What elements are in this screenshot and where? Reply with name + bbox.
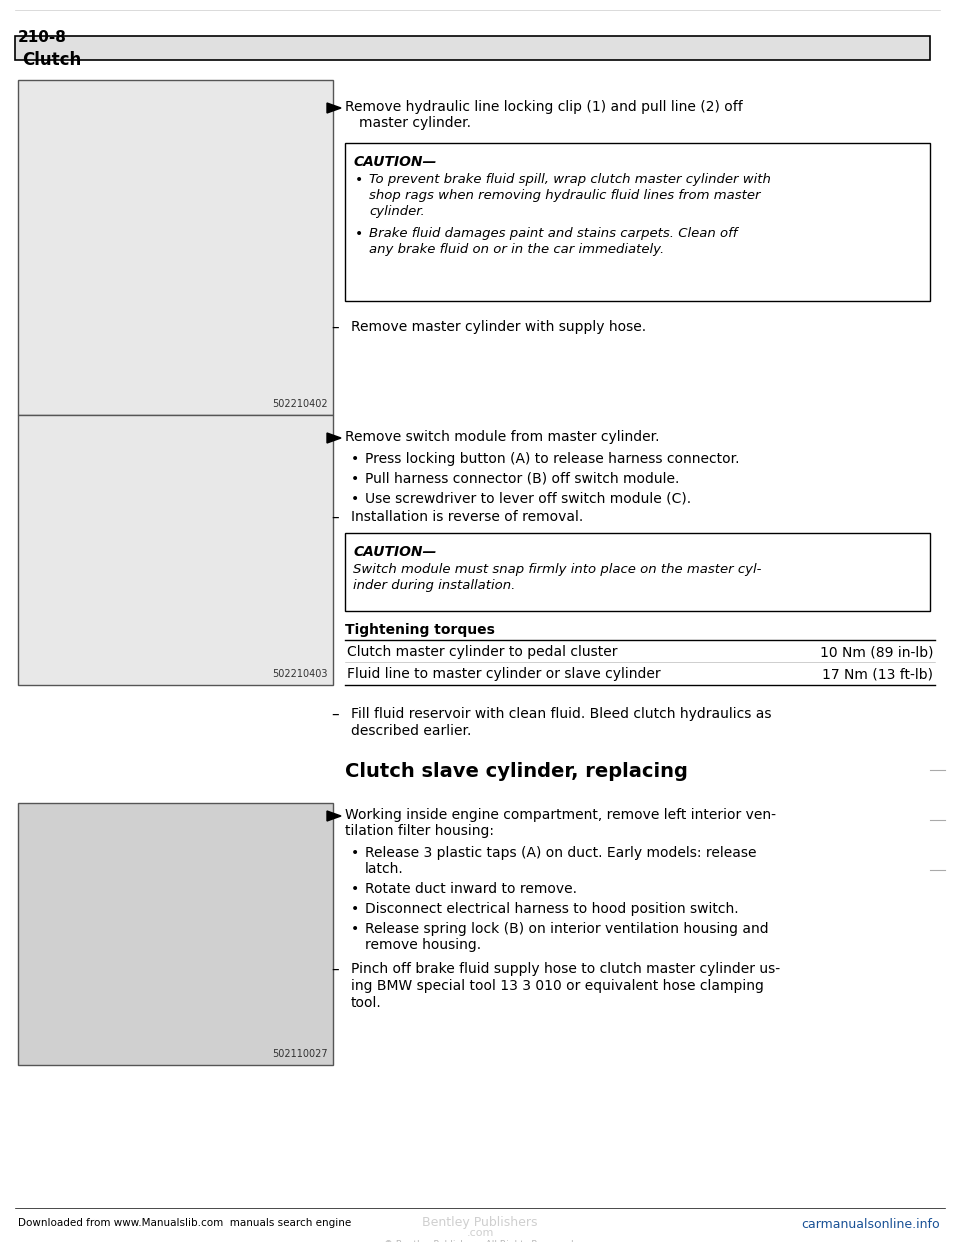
Text: •: •	[351, 922, 359, 936]
Text: •: •	[355, 173, 363, 188]
Bar	[18, 804, 333, 1064]
Text: •: •	[355, 227, 363, 241]
Text: tool.: tool.	[351, 996, 382, 1010]
Bar	[18, 79, 333, 415]
Text: Release spring lock (B) on interior ventilation housing and: Release spring lock (B) on interior vent…	[365, 922, 769, 936]
Polygon shape	[327, 811, 341, 821]
Text: CAUTION—: CAUTION—	[353, 155, 437, 169]
Text: Remove master cylinder with supply hose.: Remove master cylinder with supply hose.	[351, 320, 646, 334]
Text: 10 Nm (89 in-lb): 10 Nm (89 in-lb)	[820, 645, 933, 660]
Text: •: •	[351, 882, 359, 895]
Text: 502210403: 502210403	[273, 669, 328, 679]
Text: Remove hydraulic line locking clip (1) and pull line (2) off: Remove hydraulic line locking clip (1) a…	[345, 101, 743, 114]
Text: Use screwdriver to lever off switch module (C).: Use screwdriver to lever off switch modu…	[365, 492, 691, 505]
Text: master cylinder.: master cylinder.	[359, 116, 471, 130]
Polygon shape	[327, 433, 341, 443]
Text: latch.: latch.	[365, 862, 404, 876]
Text: Working inside engine compartment, remove left interior ven-: Working inside engine compartment, remov…	[345, 809, 776, 822]
Text: CAUTION—: CAUTION—	[353, 545, 437, 559]
Text: Tightening torques: Tightening torques	[345, 623, 494, 637]
Text: Disconnect electrical harness to hood position switch.: Disconnect electrical harness to hood po…	[365, 902, 738, 917]
Bar	[18, 415, 333, 686]
Text: –: –	[331, 320, 339, 335]
Text: Pinch off brake fluid supply hose to clutch master cylinder us-: Pinch off brake fluid supply hose to clu…	[351, 963, 780, 976]
Text: described earlier.: described earlier.	[351, 724, 471, 738]
Text: Clutch slave cylinder, replacing: Clutch slave cylinder, replacing	[345, 763, 688, 781]
Text: cylinder.: cylinder.	[369, 205, 424, 219]
Text: Remove switch module from master cylinder.: Remove switch module from master cylinde…	[345, 430, 660, 443]
Text: •: •	[351, 492, 359, 505]
Text: –: –	[331, 963, 339, 977]
Text: Switch module must snap firmly into place on the master cyl-: Switch module must snap firmly into plac…	[353, 563, 761, 576]
Text: To prevent brake fluid spill, wrap clutch master cylinder with: To prevent brake fluid spill, wrap clutc…	[369, 173, 771, 186]
Text: –: –	[331, 510, 339, 525]
Text: © Bentley Publishers. All Rights Reserved.: © Bentley Publishers. All Rights Reserve…	[384, 1240, 576, 1242]
Text: 210-8: 210-8	[18, 30, 67, 45]
Text: 17 Nm (13 ft-lb): 17 Nm (13 ft-lb)	[822, 667, 933, 681]
Text: tilation filter housing:: tilation filter housing:	[345, 823, 494, 838]
Polygon shape	[327, 103, 341, 113]
Text: Brake fluid damages paint and stains carpets. Clean off: Brake fluid damages paint and stains car…	[369, 227, 737, 240]
Text: –: –	[331, 707, 339, 722]
Text: Pull harness connector (B) off switch module.: Pull harness connector (B) off switch mo…	[365, 472, 680, 486]
Text: carmanualsonline.info: carmanualsonline.info	[802, 1218, 940, 1231]
Text: shop rags when removing hydraulic fluid lines from master: shop rags when removing hydraulic fluid …	[369, 189, 760, 202]
Text: any brake fluid on or in the car immediately.: any brake fluid on or in the car immedia…	[369, 243, 664, 256]
Text: Clutch master cylinder to pedal cluster: Clutch master cylinder to pedal cluster	[347, 645, 617, 660]
Text: Clutch: Clutch	[22, 51, 82, 70]
Text: Bentley Publishers: Bentley Publishers	[422, 1216, 538, 1230]
Text: •: •	[351, 472, 359, 486]
Text: 502210402: 502210402	[273, 399, 328, 409]
Text: •: •	[351, 902, 359, 917]
Text: remove housing.: remove housing.	[365, 938, 481, 953]
Bar	[345, 533, 930, 611]
Text: Downloaded from www.Manualslib.com  manuals search engine: Downloaded from www.Manualslib.com manua…	[18, 1218, 351, 1228]
Text: Fluid line to master cylinder or slave cylinder: Fluid line to master cylinder or slave c…	[347, 667, 660, 681]
Text: .com: .com	[467, 1228, 493, 1238]
Text: •: •	[351, 846, 359, 859]
Text: inder during installation.: inder during installation.	[353, 579, 516, 592]
Text: 502110027: 502110027	[273, 1049, 328, 1059]
Bar	[15, 36, 930, 60]
Text: Installation is reverse of removal.: Installation is reverse of removal.	[351, 510, 584, 524]
Text: •: •	[351, 452, 359, 466]
Text: ing BMW special tool 13 3 010 or equivalent hose clamping: ing BMW special tool 13 3 010 or equival…	[351, 979, 764, 994]
Bar	[345, 143, 930, 301]
Text: Release 3 plastic taps (A) on duct. Early models: release: Release 3 plastic taps (A) on duct. Earl…	[365, 846, 756, 859]
Text: Rotate duct inward to remove.: Rotate duct inward to remove.	[365, 882, 577, 895]
Text: Fill fluid reservoir with clean fluid. Bleed clutch hydraulics as: Fill fluid reservoir with clean fluid. B…	[351, 707, 772, 722]
Text: Press locking button (A) to release harness connector.: Press locking button (A) to release harn…	[365, 452, 739, 466]
